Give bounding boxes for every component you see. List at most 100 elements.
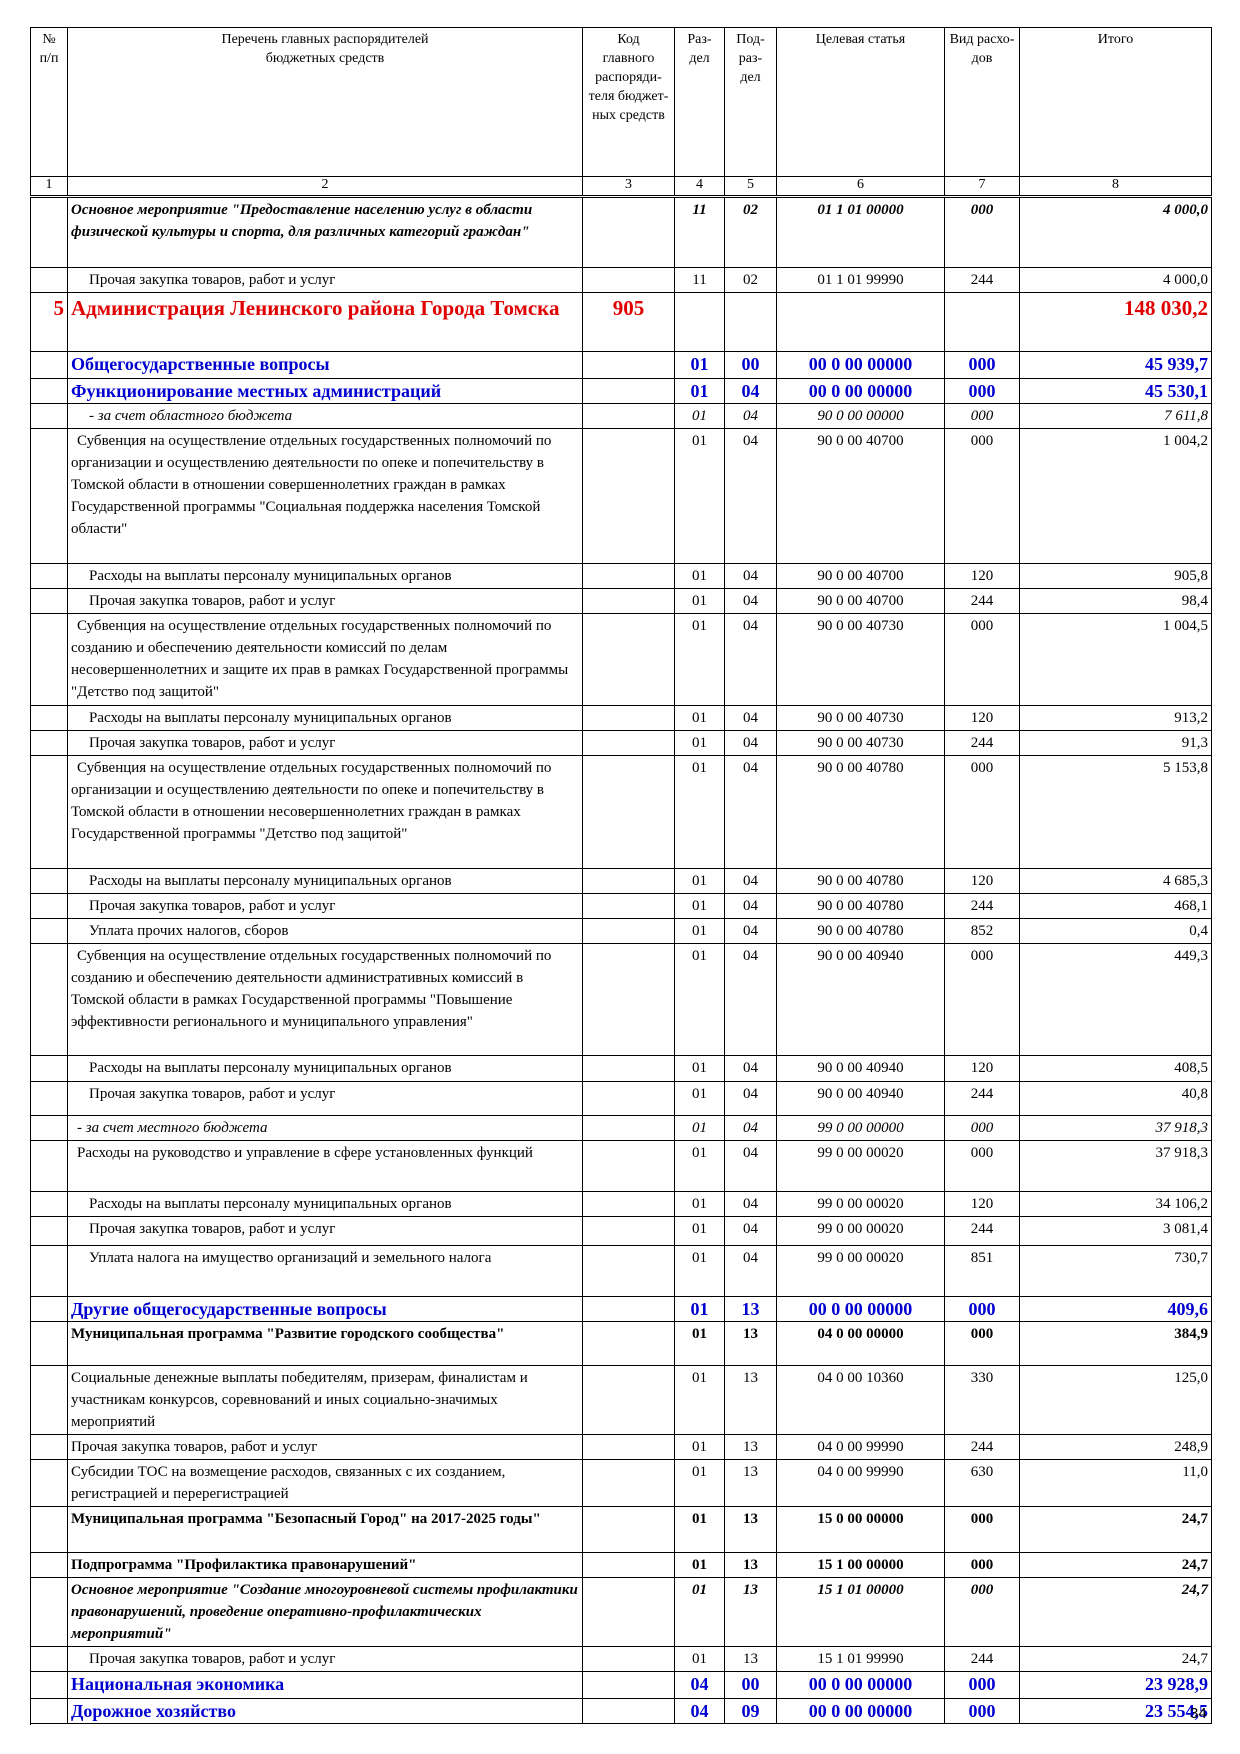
item-name: Администрация Ленинского района Города Т… (67, 292, 583, 353)
table-row: Уплата прочих налогов, сборов 01 04 90 0 00… (30, 917, 1212, 944)
item-name: Расходы на выплаты персоналу муниципальн… (67, 867, 583, 894)
admin-code (582, 729, 675, 756)
total: 45 939,7 (1019, 351, 1212, 380)
admin-code (582, 1081, 675, 1116)
target-article: 90 0 00 40780 (776, 867, 945, 894)
target-article: 00 0 00 00000 (776, 1697, 945, 1724)
expense-type: 244 (944, 892, 1020, 919)
total: Итого (1019, 27, 1212, 177)
target-article: 90 0 00 00000 (776, 403, 945, 430)
section: 01 (674, 1081, 725, 1116)
section: 01 (674, 704, 725, 731)
expense-type: 120 (944, 704, 1020, 731)
table-row: Субвенция на осуществление отдельных гос… (30, 428, 1212, 565)
expense-type: 852 (944, 917, 1020, 944)
row-number (30, 1459, 68, 1508)
expense-type: 000 (944, 942, 1020, 1057)
target-article: 90 0 00 40940 (776, 1081, 945, 1116)
section: 11 (674, 195, 725, 269)
margin-line (30, 1690, 31, 1725)
subsection: 04 (724, 867, 777, 894)
table-row: Муниципальная программа "Безопасный Горо… (30, 1506, 1212, 1553)
subsection: 09 (724, 1697, 777, 1724)
section: 01 (674, 613, 725, 706)
total: 3 081,4 (1019, 1216, 1212, 1247)
admin-code (582, 1434, 675, 1461)
row-number (30, 892, 68, 919)
expense-type: 000 (944, 1506, 1020, 1553)
expense-type: 000 (944, 403, 1020, 430)
subsection: 04 (724, 588, 777, 615)
target-article: 90 0 00 40940 (776, 942, 945, 1057)
target-article: 99 0 00 00020 (776, 1245, 945, 1298)
row-number (30, 1245, 68, 1298)
admin-code (582, 1139, 675, 1193)
admin-code (582, 1321, 675, 1367)
expense-type: 000 (944, 754, 1020, 869)
admin-code (582, 428, 675, 565)
admin-code (582, 1576, 675, 1647)
subsection: 13 (724, 1365, 777, 1436)
subsection: 02 (724, 267, 777, 294)
target-article: Целевая статья (776, 27, 945, 177)
section: 01 (674, 1321, 725, 1367)
row-number (30, 1081, 68, 1116)
row-number (30, 867, 68, 894)
table-row: Прочая закупка товаров, работ и услуг 11 0… (30, 267, 1212, 294)
table-row: Функционирование местных администраций 01… (30, 378, 1212, 405)
expense-type: 000 (944, 1114, 1020, 1141)
table-row: Социальные денежные выплаты победителям,… (30, 1365, 1212, 1436)
target-article: 90 0 00 40730 (776, 613, 945, 706)
item-name: Дорожное хозяйство (67, 1697, 583, 1724)
subsection: Под- раз- дел (724, 27, 777, 177)
admin-code (582, 613, 675, 706)
section: 01 (674, 1139, 725, 1193)
item-name: Расходы на руководство и управление в сф… (67, 1139, 583, 1193)
table-row: Прочая закупка товаров, работ и услуг 01 0… (30, 1081, 1212, 1116)
subsection: 00 (724, 351, 777, 380)
subsection: 04 (724, 754, 777, 869)
total: 409,6 (1019, 1296, 1212, 1323)
row-number (30, 267, 68, 294)
section: 01 (674, 1365, 725, 1436)
section: 01 (674, 1216, 725, 1247)
table-row: Субвенция на осуществление отдельных гос… (30, 613, 1212, 706)
table-row: Прочая закупка товаров, работ и услуг 01 1… (30, 1645, 1212, 1672)
target-article: 04 0 00 99990 (776, 1434, 945, 1461)
item-name: Уплата налога на имущество организаций и… (67, 1245, 583, 1298)
item-name: Расходы на выплаты персоналу муниципальн… (67, 1191, 583, 1218)
expense-type: 244 (944, 1645, 1020, 1672)
target-article: 99 0 00 00020 (776, 1191, 945, 1218)
row-number (30, 1551, 68, 1578)
table-row: № п/п Перечень главных распорядителей бюд… (30, 27, 1212, 177)
total: 248,9 (1019, 1434, 1212, 1461)
subsection: 13 (724, 1645, 777, 1672)
row-number (30, 942, 68, 1057)
total: 98,4 (1019, 588, 1212, 615)
row-number (30, 563, 68, 590)
admin-code: Код главного распоряди- теля бюджет- ных… (582, 27, 675, 177)
target-article: 90 0 00 40780 (776, 917, 945, 944)
item-name: Субвенция на осуществление отдельных гос… (67, 754, 583, 869)
item-name: Муниципальная программа "Развитие городс… (67, 1321, 583, 1367)
row-number (30, 195, 68, 269)
item-name: Субвенция на осуществление отдельных гос… (67, 942, 583, 1057)
item-name: Субвенция на осуществление отдельных гос… (67, 613, 583, 706)
expense-type: 244 (944, 1216, 1020, 1247)
table-row: Расходы на выплаты персоналу муниципальн… (30, 867, 1212, 894)
table-row: Расходы на выплаты персоналу муниципальн… (30, 1055, 1212, 1083)
admin-code (582, 1459, 675, 1508)
expense-type: 000 (944, 1576, 1020, 1647)
table-row: - за счет местного бюджета 01 04 99 0 00 00… (30, 1114, 1212, 1141)
section: 4 (674, 175, 725, 198)
row-number: 1 (30, 175, 68, 198)
subsection: 04 (724, 1055, 777, 1083)
admin-code (582, 351, 675, 380)
total: 730,7 (1019, 1245, 1212, 1298)
total: 0,4 (1019, 917, 1212, 944)
row-number (30, 1139, 68, 1193)
subsection: 5 (724, 175, 777, 198)
item-name: Другие общегосударственные вопросы (67, 1296, 583, 1323)
section (674, 292, 725, 353)
target-article: 00 0 00 00000 (776, 1670, 945, 1699)
